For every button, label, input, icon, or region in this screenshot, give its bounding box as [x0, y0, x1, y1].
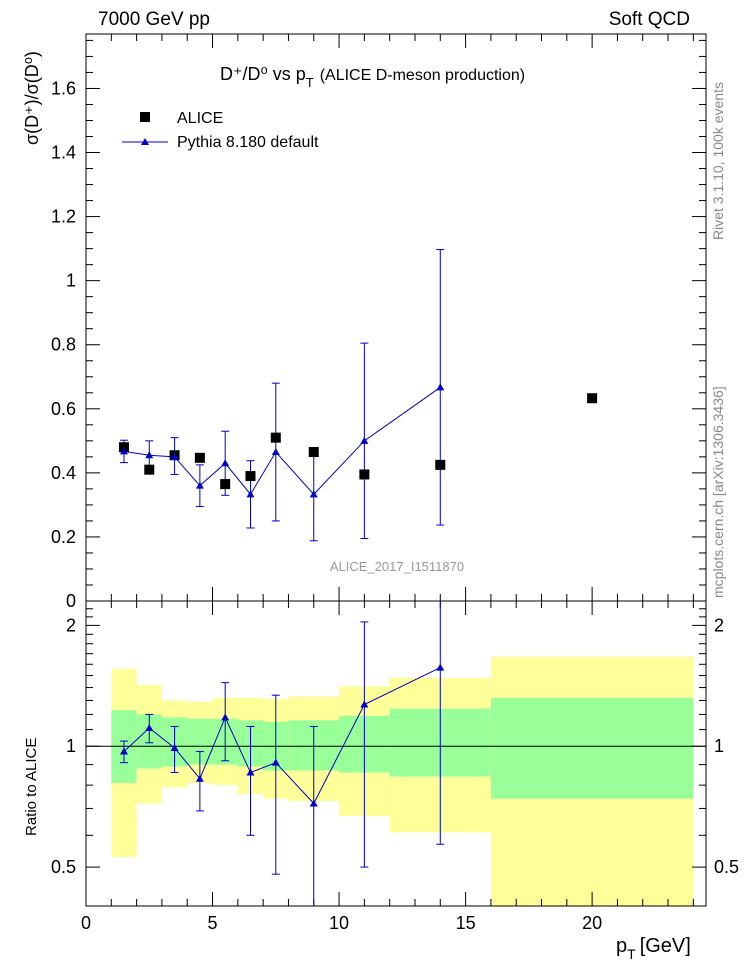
ratio-y-tick-label: 2: [66, 615, 76, 635]
alice-point: [245, 471, 256, 482]
ratio-point: [195, 774, 204, 782]
ratio-y-tick-label-right: 1: [714, 736, 724, 756]
pythia-point: [246, 490, 255, 498]
ratio-y-tick-label: 0.5: [51, 857, 76, 877]
legend-marker-pythia: [141, 138, 149, 145]
ratio-point: [309, 799, 318, 807]
ratio-panel-frame: [85, 600, 707, 907]
axis-tick-labels: 0 5 10 15 20 0 0.2 0.4 0.6 0.8 1 1.2 1.4 1.6 0.5 0.5 1 1 2…: [51, 78, 739, 933]
ratio-ylabel: Ratio to ALICE: [23, 738, 40, 836]
ratio-point: [360, 700, 369, 708]
alice-point: [435, 459, 446, 470]
ratio-point: [119, 747, 128, 755]
ratio-point: [221, 713, 230, 721]
mcplots-credit-label: mcplots.cern.ch [arXiv:1306.3436]: [710, 386, 726, 598]
plot-title: D⁺/D⁰ vs pT (ALICE D-meson production): [220, 64, 525, 90]
y-tick-label: 0: [66, 591, 76, 611]
plot-title-tail: (ALICE D-meson production): [320, 67, 525, 84]
alice-point: [587, 393, 598, 404]
legend-label-pythia: Pythia 8.180 default: [177, 134, 319, 151]
pythia-point: [170, 452, 179, 460]
y-tick-label: 1.2: [51, 207, 76, 227]
analysis-id-watermark: ALICE_2017_I1511870: [330, 559, 464, 574]
legend-label-alice: ALICE: [177, 110, 223, 127]
ratio-y-tick-label-right: 0.5: [714, 857, 739, 877]
y-tick-label: 1.4: [51, 143, 76, 163]
ratio-y-tick-label: 1: [66, 736, 76, 756]
ratio-panel-marks: [119, 601, 445, 906]
x-tick-label: 10: [329, 913, 349, 933]
alice-point: [220, 479, 231, 490]
pythia-point: [360, 436, 369, 444]
legend-marker-alice: [140, 112, 150, 122]
xlabel-p: p: [616, 935, 627, 957]
y-tick-label: 0.8: [51, 335, 76, 355]
ratio-point: [436, 663, 445, 671]
y-tick-label: 0.4: [51, 463, 76, 483]
ratio-line: [123, 667, 441, 805]
x-tick-label: 15: [456, 913, 476, 933]
plot-title-main: D⁺/D⁰ vs p: [220, 64, 306, 84]
ratio-point: [170, 743, 179, 751]
x-tick-label: 5: [208, 913, 218, 933]
alice-point: [359, 469, 370, 480]
y-tick-label: 0.2: [51, 527, 76, 547]
header-right-label: Soft QCD: [609, 9, 690, 30]
plot-title-subscript: T: [306, 75, 314, 90]
pythia-point: [436, 383, 445, 391]
y-tick-label: 0.6: [51, 399, 76, 419]
pythia-point: [271, 448, 280, 456]
axis-ticks: [85, 34, 706, 907]
pythia-point: [195, 481, 204, 489]
pythia-point: [119, 447, 128, 455]
band-inner-bin: [490, 697, 694, 799]
main-ylabel: σ(D⁺)/σ(D⁰): [22, 51, 42, 145]
ratio-point: [145, 724, 154, 732]
rivet-version-label: Rivet 3.1.10, 100k events: [710, 82, 726, 240]
pythia-line: [123, 386, 441, 496]
pythia-point: [145, 451, 154, 459]
xlabel-unit: [GeV]: [640, 935, 691, 957]
legend: ALICE Pythia 8.180 default: [122, 110, 319, 151]
alice-point: [270, 432, 281, 443]
alice-point: [118, 442, 129, 453]
alice-point: [144, 464, 155, 475]
pythia-point: [309, 490, 318, 498]
main-panel-marks: [118, 249, 598, 542]
pythia-point: [221, 459, 230, 467]
ratio-point: [271, 758, 280, 766]
xlabel: pT [GeV]: [616, 935, 691, 962]
header-left-label: 7000 GeV pp: [98, 9, 210, 30]
x-tick-label: 0: [81, 913, 91, 933]
x-tick-label: 20: [582, 913, 602, 933]
alice-point: [194, 452, 205, 463]
y-tick-label: 1.6: [51, 78, 76, 98]
y-tick-label: 1: [66, 271, 76, 291]
xlabel-subscript: T: [627, 946, 636, 962]
ratio-y-tick-label-right: 2: [714, 615, 724, 635]
alice-point: [308, 447, 319, 458]
ratio-point: [246, 768, 255, 776]
